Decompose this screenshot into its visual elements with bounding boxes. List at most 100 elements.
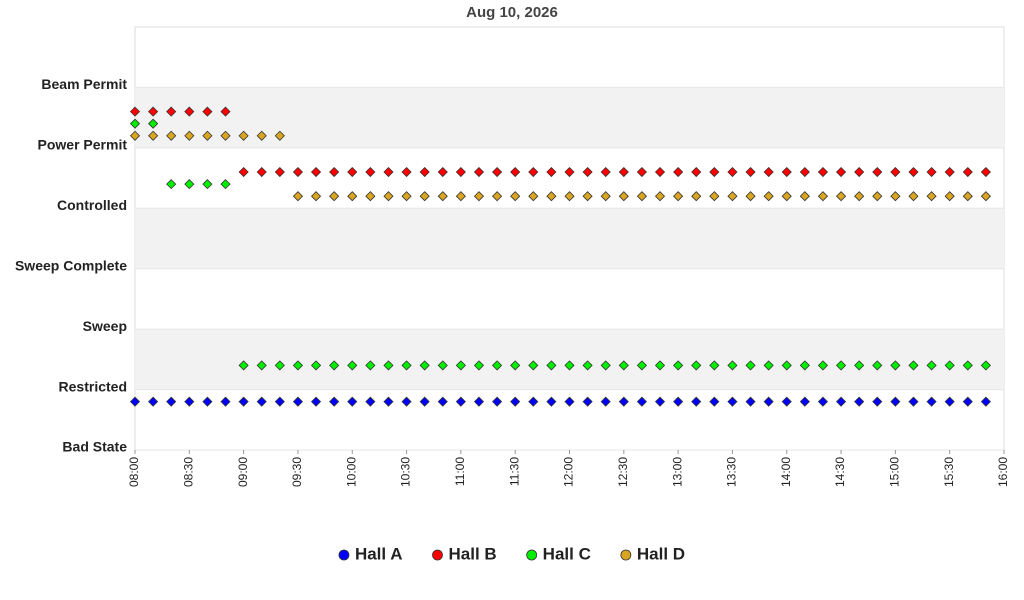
data-point: [184, 396, 195, 407]
data-point: [238, 396, 249, 407]
data-point: [546, 166, 557, 178]
data-point: [383, 396, 394, 407]
data-point: [419, 360, 430, 371]
data-point: [148, 130, 159, 141]
legend-label: Hall A: [355, 544, 403, 563]
data-point: [763, 166, 774, 178]
data-point: [835, 166, 847, 178]
data-point: [202, 130, 213, 141]
data-point: [546, 191, 557, 202]
y-tick-label: Restricted: [59, 378, 127, 394]
data-point: [437, 360, 448, 371]
data-point: [636, 166, 647, 178]
data-point: [274, 166, 285, 178]
grid-band: [135, 329, 1004, 390]
data-point: [817, 360, 829, 371]
data-point: [673, 191, 684, 202]
data-point: [310, 360, 322, 371]
data-point: [148, 118, 159, 129]
data-point: [962, 360, 973, 371]
legend-label: Hall B: [448, 544, 496, 563]
data-point: [926, 396, 937, 407]
data-point: [220, 106, 231, 117]
data-point: [365, 396, 376, 407]
data-point: [546, 360, 557, 371]
data-point: [329, 360, 340, 371]
data-point: [564, 360, 575, 371]
data-point: [256, 130, 267, 141]
data-point: [129, 118, 141, 129]
data-point: [926, 166, 937, 178]
y-tick-label: Bad State: [62, 439, 127, 455]
data-point: [329, 166, 340, 178]
data-point: [347, 191, 358, 202]
data-point: [365, 191, 376, 202]
data-point: [854, 191, 865, 202]
data-point: [962, 191, 973, 202]
data-point: [763, 191, 774, 202]
data-point: [908, 191, 919, 202]
data-point: [980, 396, 991, 407]
grid-band: [135, 87, 1004, 148]
data-point: [274, 360, 285, 371]
data-point: [510, 191, 521, 202]
data-point: [618, 396, 629, 407]
legend-label: Hall D: [637, 544, 685, 563]
data-point: [510, 360, 521, 371]
x-tick-label: 14:00: [779, 457, 793, 487]
data-point: [673, 166, 684, 178]
x-tick-label: 11:30: [507, 457, 521, 486]
data-point: [329, 396, 340, 407]
data-point: [492, 360, 503, 371]
data-point: [546, 396, 557, 407]
data-point: [709, 166, 720, 178]
x-tick-label: 10:00: [344, 457, 358, 487]
data-point: [455, 191, 466, 202]
data-point: [347, 396, 358, 407]
data-point: [673, 396, 684, 407]
y-tick-label: Sweep: [83, 318, 127, 334]
data-point: [256, 166, 267, 178]
legend-marker: [432, 549, 443, 561]
data-point: [890, 166, 901, 178]
data-point: [292, 360, 304, 371]
data-point: [962, 396, 973, 407]
data-point: [890, 360, 901, 371]
data-point: [600, 166, 611, 178]
data-point: [256, 360, 267, 371]
data-point: [799, 396, 810, 407]
data-point: [473, 191, 485, 202]
data-point: [654, 360, 666, 371]
data-point: [401, 396, 412, 407]
legend-marker: [338, 549, 350, 561]
data-point: [799, 360, 810, 371]
data-point: [419, 191, 430, 202]
data-point: [709, 396, 720, 407]
data-point: [455, 396, 466, 407]
data-point: [401, 166, 412, 178]
data-point: [654, 396, 666, 407]
data-point: [166, 179, 177, 190]
data-point: [944, 360, 955, 371]
data-point: [600, 360, 611, 371]
data-point: [383, 191, 394, 202]
x-tick-label: 15:30: [942, 457, 956, 487]
data-point: [781, 166, 792, 178]
y-tick-label: Beam Permit: [41, 76, 127, 92]
x-tick-label: 09:00: [236, 457, 250, 487]
data-point: [636, 360, 647, 371]
data-point: [184, 179, 195, 190]
data-point: [310, 396, 322, 407]
data-point: [872, 166, 883, 178]
data-point: [148, 106, 159, 117]
x-tick-label: 12:30: [616, 457, 630, 487]
data-point: [854, 360, 865, 371]
data-point: [202, 179, 213, 190]
data-point: [473, 166, 485, 178]
data-point: [709, 360, 720, 371]
x-tick-label: 10:30: [399, 457, 413, 487]
data-point: [292, 396, 304, 407]
data-point: [691, 396, 702, 407]
data-point: [636, 396, 647, 407]
